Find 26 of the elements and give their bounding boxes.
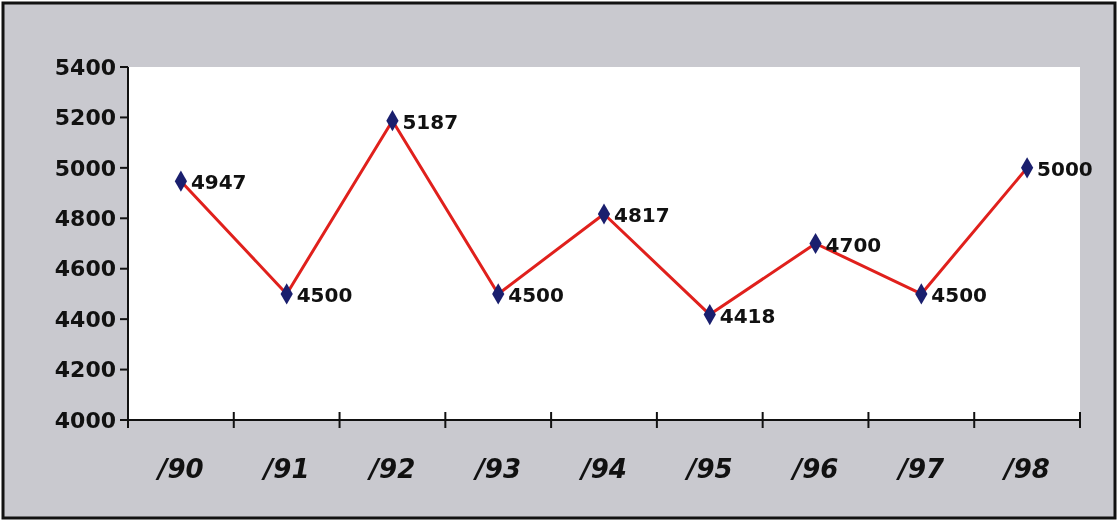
x-tick-label: /94 bbox=[578, 454, 627, 484]
y-tick-label: 4400 bbox=[54, 306, 116, 332]
y-tick-label: 4200 bbox=[54, 357, 116, 383]
y-tick-label: 5000 bbox=[54, 155, 116, 181]
x-tick-label: /97 bbox=[895, 454, 946, 484]
data-label: 4500 bbox=[931, 282, 988, 307]
data-label: 4947 bbox=[190, 170, 247, 195]
data-label: 4500 bbox=[296, 282, 353, 307]
data-label: 4817 bbox=[614, 203, 670, 227]
data-label: 4700 bbox=[825, 232, 882, 257]
y-tick-label: 4800 bbox=[54, 205, 116, 231]
x-tick-label: /96 bbox=[789, 454, 839, 484]
x-tick-label: /91 bbox=[260, 454, 310, 484]
data-label: 5000 bbox=[1037, 156, 1093, 181]
y-tick-label: 5400 bbox=[54, 54, 116, 80]
y-tick-label: 4600 bbox=[54, 256, 116, 282]
y-tick-label: 4000 bbox=[54, 407, 116, 433]
x-tick-label: /98 bbox=[1001, 454, 1050, 484]
data-label: 5187 bbox=[402, 109, 459, 134]
y-tick-label: 5200 bbox=[54, 105, 116, 131]
x-tick-label: /95 bbox=[683, 454, 733, 484]
x-tick-label: /93 bbox=[472, 454, 522, 484]
data-label: 4500 bbox=[508, 282, 564, 307]
x-tick-label: /90 bbox=[155, 454, 204, 484]
data-label: 4418 bbox=[719, 303, 776, 328]
x-tick-label: /92 bbox=[366, 454, 416, 484]
